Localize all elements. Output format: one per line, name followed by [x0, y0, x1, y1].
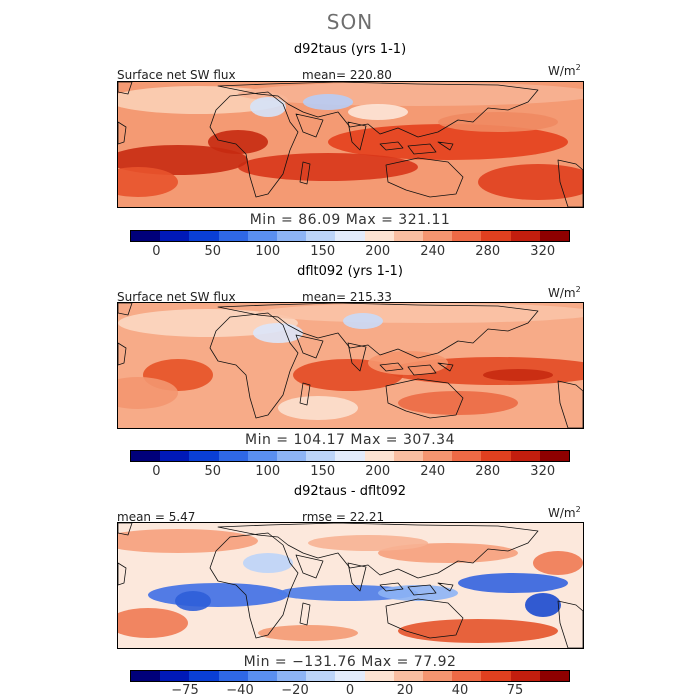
panel-1-variable-label: Surface net SW flux [117, 68, 236, 82]
colorbar-swatch [510, 451, 540, 461]
colorbar-swatch [335, 451, 365, 461]
colorbar-tick-label: −40 [226, 683, 254, 698]
panel-1-units: W/m2 [548, 63, 581, 78]
land-outline-icon [118, 523, 583, 648]
colorbar-tick-label: 100 [255, 244, 281, 259]
colorbar-swatch [452, 451, 482, 461]
colorbar-tick-label: 240 [420, 464, 446, 479]
panel-3-rmse-label: rmse = 22.21 [302, 510, 385, 524]
colorbar-tick-label: 200 [365, 464, 391, 479]
colorbar-tick-label: 0 [152, 244, 161, 259]
panel-2-mean-label: mean= 215.33 [302, 290, 392, 304]
colorbar-swatch [160, 451, 190, 461]
colorbar-tick-label: 320 [530, 244, 556, 259]
colorbar-tick-label: −75 [171, 683, 199, 698]
panel-3-colorbar-ticks: −75 −40 −20 0 20 40 75 [130, 683, 570, 699]
panel-3-map [117, 522, 584, 649]
colorbar-swatch [306, 451, 336, 461]
colorbar-swatch [481, 231, 511, 241]
colorbar-swatch [539, 231, 570, 241]
colorbar-tick-label: 200 [365, 244, 391, 259]
colorbar-swatch [423, 451, 453, 461]
colorbar-swatch [189, 451, 219, 461]
colorbar-tick-label: 280 [475, 464, 501, 479]
colorbar-swatch [277, 231, 307, 241]
colorbar-tick-label: 75 [506, 683, 524, 698]
colorbar-tick-label: 150 [310, 464, 336, 479]
panel-2-colorbar [130, 450, 570, 462]
panel-2-title: dflt092 (yrs 1-1) [297, 264, 403, 279]
colorbar-tick-label: 50 [204, 464, 221, 479]
panel-3-title: d92taus - dflt092 [293, 484, 407, 499]
land-outline-icon [118, 303, 583, 428]
colorbar-tick-label: 100 [255, 464, 281, 479]
panel-2-units: W/m2 [548, 285, 581, 300]
panel-3-min-max: Min = −131.76 Max = 77.92 [243, 654, 457, 670]
panel-1-mean-label: mean= 220.80 [302, 68, 392, 82]
colorbar-swatch [393, 671, 424, 681]
colorbar-tick-label: 0 [152, 464, 161, 479]
colorbar-swatch [452, 671, 482, 681]
colorbar-tick-label: 320 [530, 464, 556, 479]
colorbar-swatch [306, 231, 336, 241]
colorbar-swatch [160, 231, 190, 241]
colorbar-swatch [160, 671, 190, 681]
colorbar-tick-label: 240 [420, 244, 446, 259]
panel-3-mean-label: mean = 5.47 [117, 510, 196, 524]
figure-title: SON [326, 10, 374, 34]
colorbar-swatch [189, 671, 219, 681]
colorbar-swatch [364, 451, 394, 461]
colorbar-swatch [131, 671, 161, 681]
colorbar-swatch [539, 671, 570, 681]
panel-2-map [117, 302, 584, 429]
colorbar-swatch [393, 451, 424, 461]
panel-3-units: W/m2 [548, 505, 581, 520]
panel-3-colorbar [130, 670, 570, 682]
panel-2-variable-label: Surface net SW flux [117, 290, 236, 304]
colorbar-swatch [131, 451, 161, 461]
colorbar-swatch [247, 671, 278, 681]
colorbar-swatch [218, 451, 248, 461]
panel-1-title: d92taus (yrs 1-1) [293, 42, 407, 57]
colorbar-swatch [364, 671, 394, 681]
colorbar-swatch [218, 231, 248, 241]
panel-2-min-max: Min = 104.17 Max = 307.34 [245, 432, 455, 448]
colorbar-swatch [539, 451, 570, 461]
colorbar-swatch [306, 671, 336, 681]
panel-1-map [117, 81, 584, 208]
colorbar-swatch [393, 231, 424, 241]
colorbar-swatch [189, 231, 219, 241]
colorbar-swatch [335, 671, 365, 681]
colorbar-tick-label: 40 [451, 683, 469, 698]
colorbar-swatch [510, 671, 540, 681]
colorbar-swatch [510, 231, 540, 241]
colorbar-swatch [364, 231, 394, 241]
colorbar-tick-label: 20 [396, 683, 414, 698]
panel-1-colorbar-ticks: 0 50 100 150 200 240 280 320 [130, 244, 570, 260]
colorbar-swatch [277, 671, 307, 681]
colorbar-swatch [247, 231, 278, 241]
colorbar-tick-label: −20 [281, 683, 309, 698]
colorbar-swatch [247, 451, 278, 461]
colorbar-swatch [481, 451, 511, 461]
panel-2-colorbar-ticks: 0 50 100 150 200 240 280 320 [130, 464, 570, 480]
colorbar-swatch [481, 671, 511, 681]
panel-1-min-max: Min = 86.09 Max = 321.11 [249, 212, 451, 228]
colorbar-tick-label: 50 [204, 244, 221, 259]
panel-1-colorbar [130, 230, 570, 242]
colorbar-swatch [423, 671, 453, 681]
colorbar-tick-label: 150 [310, 244, 336, 259]
colorbar-swatch [335, 231, 365, 241]
colorbar-swatch [423, 231, 453, 241]
colorbar-swatch [131, 231, 161, 241]
colorbar-swatch [277, 451, 307, 461]
land-outline-icon [118, 82, 583, 207]
colorbar-swatch [218, 671, 248, 681]
colorbar-tick-label: 0 [345, 683, 355, 698]
colorbar-swatch [452, 231, 482, 241]
colorbar-tick-label: 280 [475, 244, 501, 259]
